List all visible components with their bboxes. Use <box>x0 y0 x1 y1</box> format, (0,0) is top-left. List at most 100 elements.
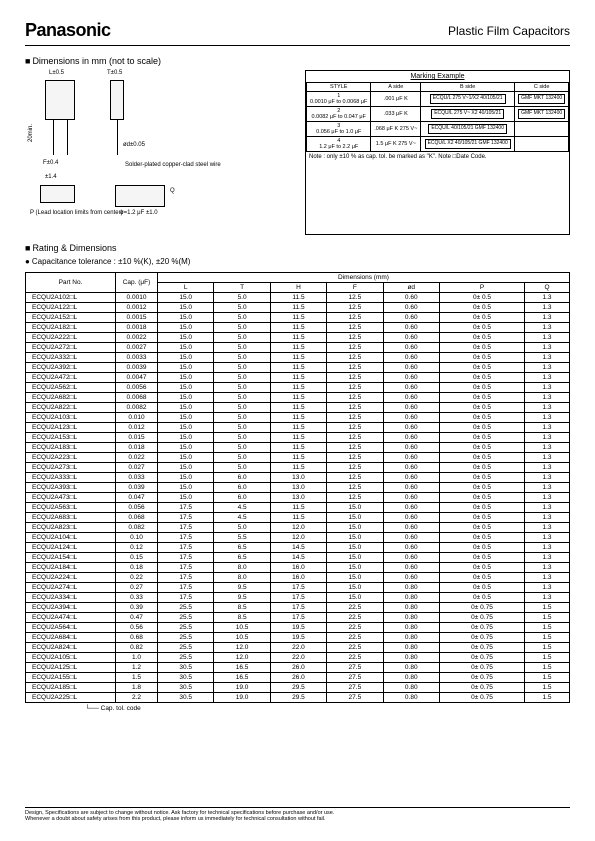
cell-val: 0.60 <box>383 533 439 543</box>
table-row: ECQU2A472□L0.004715.05.011.512.50.600± 0… <box>26 373 570 383</box>
cell-val: 0.047 <box>116 493 158 503</box>
cell-val: 10.5 <box>214 633 270 643</box>
section-rating: Rating & Dimensions <box>25 243 570 253</box>
cell-val: 0.015 <box>116 433 158 443</box>
cell-val: 5.0 <box>214 433 270 443</box>
table-row: ECQU2A182□L0.001815.05.011.512.50.600± 0… <box>26 323 570 333</box>
cell-val: 26.0 <box>270 663 326 673</box>
cell-val: 11.5 <box>270 433 326 443</box>
cell-val: 0.80 <box>383 623 439 633</box>
cell-val: 0± 0.5 <box>439 463 524 473</box>
marking-a: 1.5 μF K 275 V~ <box>371 137 421 152</box>
cell-val: 12.5 <box>327 333 383 343</box>
dimension-table: Part No. Cap. (μF) Dimensions (mm) LTHFø… <box>25 272 570 703</box>
cell-val: 6.5 <box>214 553 270 563</box>
cell-val: 22.5 <box>327 603 383 613</box>
marking-note: Note : only ±10 % as cap. tol. be marked… <box>306 152 569 162</box>
cell-val: 30.5 <box>158 663 214 673</box>
cell-val: 1.3 <box>525 293 570 303</box>
cell-val: 27.5 <box>327 673 383 683</box>
cell-val: 11.5 <box>270 453 326 463</box>
cell-val: 15.0 <box>158 323 214 333</box>
cell-val: 0.80 <box>383 643 439 653</box>
cell-val: 0± 0.75 <box>439 623 524 633</box>
cell-val: 11.5 <box>270 443 326 453</box>
cell-val: 0± 0.5 <box>439 363 524 373</box>
cell-val: 12.0 <box>214 643 270 653</box>
cell-pn: ECQU2A155□L <box>26 673 116 683</box>
cell-val: 1.5 <box>525 623 570 633</box>
cell-pn: ECQU2A224□L <box>26 573 116 583</box>
brand-logo: Panasonic <box>25 20 111 41</box>
cell-val: 5.0 <box>214 323 270 333</box>
cell-val: 22.5 <box>327 653 383 663</box>
cell-val: 12.5 <box>327 443 383 453</box>
col-cap: Cap. (μF) <box>116 273 158 293</box>
cell-val: 1.5 <box>525 663 570 673</box>
cell-val: 0.80 <box>383 583 439 593</box>
cell-val: 0.80 <box>383 693 439 703</box>
table-row: ECQU2A393□L0.03915.06.013.012.50.600± 0.… <box>26 483 570 493</box>
cell-val: 1.0 <box>116 653 158 663</box>
marking-a: .033 μF K <box>371 107 421 122</box>
table-row: ECQU2A333□L0.03315.06.013.012.50.600± 0.… <box>26 473 570 483</box>
cell-val: 0.39 <box>116 603 158 613</box>
table-row: ECQU2A184□L0.1817.58.016.015.00.600± 0.5… <box>26 563 570 573</box>
cell-val: 15.0 <box>158 453 214 463</box>
cell-pn: ECQU2A123□L <box>26 423 116 433</box>
cell-pn: ECQU2A125□L <box>26 663 116 673</box>
cell-val: 0.60 <box>383 413 439 423</box>
marking-b: ECQU/L 275 V~1/X2 40/105/21 <box>421 92 515 107</box>
cell-val: 17.5 <box>158 583 214 593</box>
cell-val: 0.60 <box>383 513 439 523</box>
cell-val: 6.0 <box>214 483 270 493</box>
section-dimensions: Dimensions in mm (not to scale) <box>25 56 570 66</box>
cell-val: 12.5 <box>327 293 383 303</box>
table-row: ECQU2A474□L0.4725.58.517.522.50.800± 0.7… <box>26 613 570 623</box>
cell-pn: ECQU2A102□L <box>26 293 116 303</box>
cell-val: 0± 0.5 <box>439 513 524 523</box>
cell-val: 1.3 <box>525 553 570 563</box>
marking-a: .068 μF K 275 V~ <box>371 122 421 137</box>
cell-val: 6.5 <box>214 543 270 553</box>
table-row: ECQU2A225□L2.230.519.029.527.50.800± 0.7… <box>26 693 570 703</box>
cell-val: 12.5 <box>327 313 383 323</box>
cell-val: 17.5 <box>158 533 214 543</box>
marking-table: STYLEA sideB sideC side 10.0010 μF to 0.… <box>306 82 569 152</box>
cell-val: 0± 0.5 <box>439 323 524 333</box>
table-row: ECQU2A155□L1.530.516.526.027.50.800± 0.7… <box>26 673 570 683</box>
cell-pn: ECQU2A184□L <box>26 563 116 573</box>
cell-val: 1.3 <box>525 493 570 503</box>
cell-pn: ECQU2A563□L <box>26 503 116 513</box>
cell-val: 5.0 <box>214 443 270 453</box>
cell-val: 15.0 <box>158 353 214 363</box>
cell-pn: ECQU2A272□L <box>26 343 116 353</box>
table-row: ECQU2A394□L0.3925.58.517.522.50.800± 0.7… <box>26 603 570 613</box>
cell-val: 0.60 <box>383 553 439 563</box>
cell-val: 13.0 <box>270 473 326 483</box>
marking-title: Marking Example <box>306 71 569 82</box>
footer: Design, Specifications are subject to ch… <box>25 807 570 823</box>
cell-val: 0.010 <box>116 413 158 423</box>
cell-val: 0± 0.75 <box>439 653 524 663</box>
marking-col: STYLE <box>307 83 371 92</box>
cell-val: 0.60 <box>383 373 439 383</box>
dim-col: P <box>439 283 524 293</box>
cell-val: 30.5 <box>158 673 214 683</box>
cell-val: 8.5 <box>214 613 270 623</box>
cell-val: 15.0 <box>158 373 214 383</box>
table-row: ECQU2A274□L0.2717.59.517.515.00.800± 0.5… <box>26 583 570 593</box>
cell-val: 5.0 <box>214 353 270 363</box>
cell-val: 15.0 <box>158 493 214 503</box>
cell-val: 0± 0.5 <box>439 473 524 483</box>
cell-val: 0.60 <box>383 563 439 573</box>
dim-col: L <box>158 283 214 293</box>
cell-val: 0.68 <box>116 633 158 643</box>
cap-tol-label: Cap. tol. code <box>101 705 141 712</box>
marking-c: GMF MKT 132400 <box>515 92 569 107</box>
cell-val: 15.0 <box>158 443 214 453</box>
cell-val: 15.0 <box>327 593 383 603</box>
cell-val: 0± 0.75 <box>439 693 524 703</box>
cell-val: 1.5 <box>525 653 570 663</box>
cell-val: 1.3 <box>525 413 570 423</box>
